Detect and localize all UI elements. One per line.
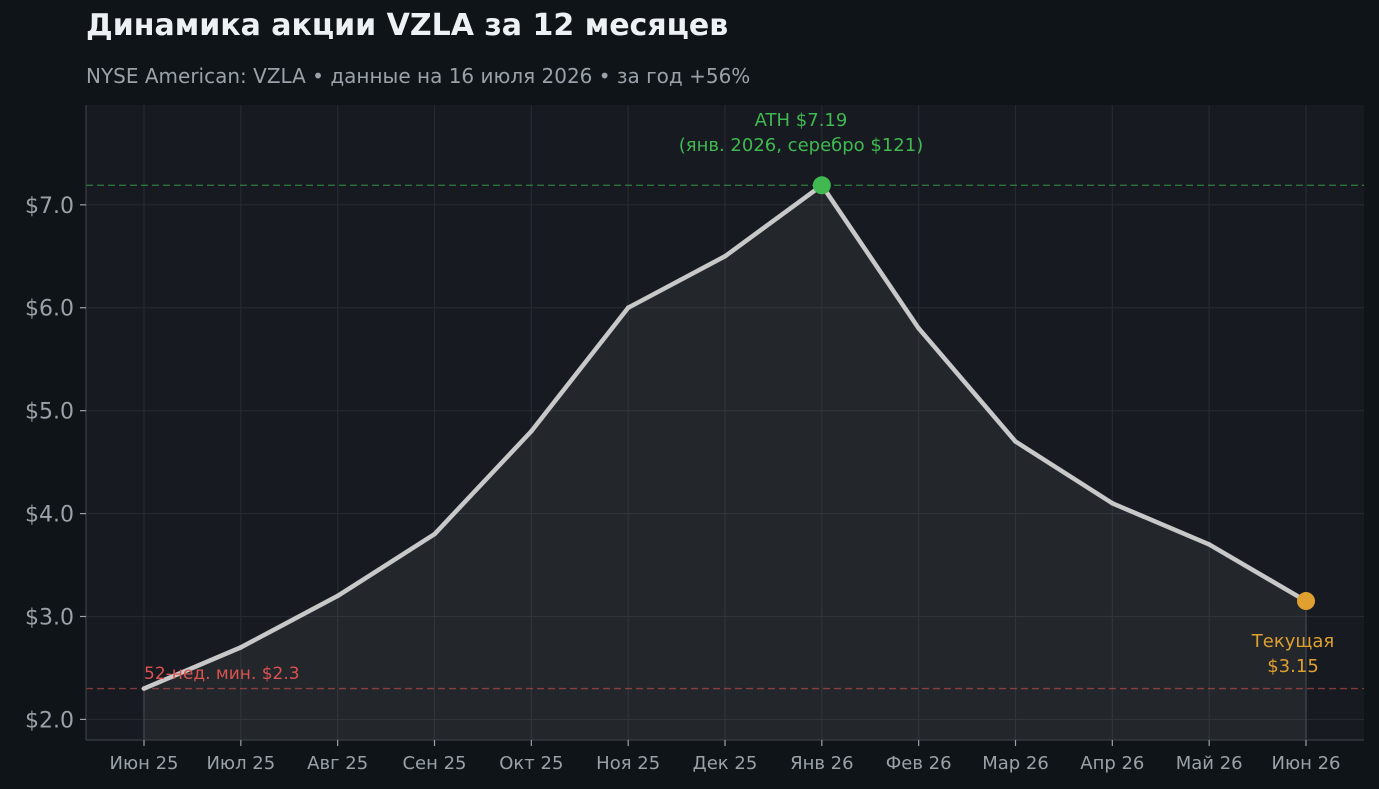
line-segment xyxy=(529,305,631,434)
data-point xyxy=(1013,439,1018,444)
area-under-line xyxy=(144,185,1306,741)
ath-marker xyxy=(812,176,831,195)
line-segment xyxy=(722,183,825,259)
x-tick-label: Дек 25 xyxy=(693,753,758,774)
current-annotation-line2: $3.15 xyxy=(1267,656,1319,677)
x-tick-label: Окт 25 xyxy=(499,753,563,774)
line-segment xyxy=(916,326,1018,444)
chart-subtitle: NYSE American: VZLA • данные на 16 июля … xyxy=(86,64,751,88)
y-tick-label: $6.0 xyxy=(25,297,74,322)
x-tick-label: Май 26 xyxy=(1176,753,1243,774)
y-tick-label: $2.0 xyxy=(25,708,74,733)
line-segment xyxy=(625,254,728,310)
y-tick-label: $3.0 xyxy=(25,605,74,630)
data-point xyxy=(238,645,244,650)
line-segment xyxy=(1110,501,1212,547)
data-point xyxy=(916,326,921,331)
y-tick-label: $7.0 xyxy=(25,194,74,219)
x-tick-label: Июл 25 xyxy=(206,753,275,774)
line-segment xyxy=(432,428,534,537)
data-point xyxy=(625,305,631,310)
markers xyxy=(812,176,1315,611)
line-segment xyxy=(1013,439,1115,506)
x-tick-label: Сен 25 xyxy=(402,753,466,774)
line-segment xyxy=(141,645,244,691)
line-segment xyxy=(1206,542,1309,604)
current-price-marker xyxy=(1297,592,1315,611)
data-point xyxy=(529,428,534,434)
line-segment xyxy=(819,183,921,331)
x-tick-label: Авг 25 xyxy=(307,753,368,774)
data-point xyxy=(1110,501,1115,506)
ath-annotation-line2: (янв. 2026, серебро $121) xyxy=(679,135,924,156)
data-point xyxy=(432,531,437,537)
annotations: ATH $7.19 (янв. 2026, серебро $121) 52-н… xyxy=(144,110,1334,684)
x-tick-label: Ноя 25 xyxy=(596,753,660,774)
x-tick-label: Апр 26 xyxy=(1080,753,1144,774)
x-tick-label: Мар 26 xyxy=(982,753,1049,774)
x-tick-label: Июн 26 xyxy=(1271,753,1340,774)
x-tick-label: Июн 25 xyxy=(109,753,178,774)
x-tick-label: Фев 26 xyxy=(886,753,952,774)
area-fill xyxy=(143,185,1307,741)
ath-annotation-line1: ATH $7.19 xyxy=(755,110,848,131)
x-tick-label: Янв 26 xyxy=(790,753,854,774)
y-tick-label: $4.0 xyxy=(25,503,74,528)
y-tick-label: $5.0 xyxy=(25,400,74,425)
low-annotation: 52-нед. мин. $2.3 xyxy=(144,664,300,684)
y-axis-ticks: $2.0 $3.0 $4.0 $5.0 $6.0 $7.0 xyxy=(25,194,86,733)
chart-title: Динамика акции VZLA за 12 месяцев xyxy=(86,8,729,43)
price-series xyxy=(141,183,1309,691)
line-segment xyxy=(238,593,340,650)
data-point xyxy=(335,593,340,599)
data-point xyxy=(141,686,147,691)
current-annotation-line1: Текущая xyxy=(1251,631,1334,652)
reference-lines xyxy=(86,184,1364,690)
data-point xyxy=(1206,542,1212,547)
x-axis-ticks: Июн 25 Июл 25 Авг 25 Сен 25 Окт 25 Ноя 25 Дек … xyxy=(109,740,1341,774)
data-point xyxy=(722,254,728,259)
line-segment xyxy=(335,531,437,599)
